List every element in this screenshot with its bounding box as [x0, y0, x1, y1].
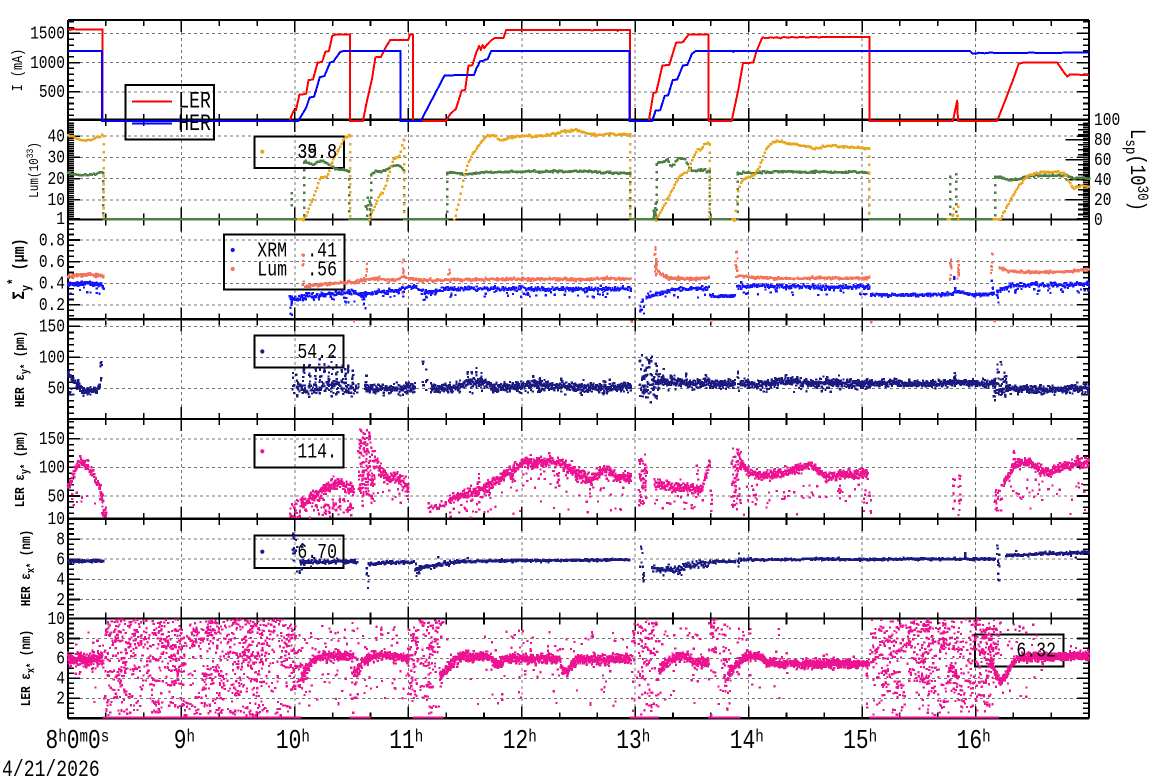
svg-text:114.: 114.	[297, 440, 337, 464]
svg-text:40: 40	[1094, 169, 1111, 190]
svg-text:1000: 1000	[30, 52, 65, 73]
svg-text:30: 30	[48, 147, 65, 168]
svg-text:8h0m0s: 8h0m0s	[46, 727, 110, 757]
svg-text:10h: 10h	[276, 727, 310, 757]
svg-text:12h: 12h	[503, 727, 537, 757]
svg-text:6: 6	[56, 648, 65, 669]
svg-text:50: 50	[48, 486, 65, 507]
svg-text:0: 0	[1094, 209, 1103, 230]
svg-text:100: 100	[1094, 110, 1120, 131]
svg-text:35.8: 35.8	[297, 140, 337, 164]
svg-text:I (mA): I (mA)	[11, 49, 28, 91]
svg-text:54.2: 54.2	[297, 340, 337, 364]
svg-text:13h: 13h	[616, 727, 650, 757]
svg-text:HER εy* (pm): HER εy* (pm)	[13, 331, 31, 407]
svg-text:HER: HER	[178, 112, 211, 138]
svg-text:HER εx* (nm): HER εx* (nm)	[19, 530, 37, 606]
svg-text:4/21/2026: 4/21/2026	[2, 758, 100, 782]
svg-text:.56: .56	[307, 258, 337, 282]
svg-text:8: 8	[56, 529, 65, 550]
svg-text:60: 60	[1094, 149, 1111, 170]
svg-text:150: 150	[39, 316, 65, 337]
svg-text:14h: 14h	[730, 727, 764, 757]
svg-text:XRM: XRM	[257, 239, 287, 263]
svg-text:6.32: 6.32	[1016, 639, 1056, 663]
svg-text:50: 50	[48, 378, 65, 399]
svg-text:39.8: 39.8	[297, 140, 337, 164]
svg-text:LER εx* (nm): LER εx* (nm)	[19, 630, 37, 706]
svg-text:150: 150	[39, 429, 65, 450]
svg-text:10: 10	[48, 509, 65, 530]
svg-text:100: 100	[39, 457, 65, 478]
svg-text:0.6: 0.6	[39, 251, 65, 272]
svg-text:LER εy* (pm): LER εy* (pm)	[13, 431, 31, 507]
svg-text:8: 8	[56, 628, 65, 649]
svg-text:40: 40	[48, 126, 65, 147]
svg-text:80: 80	[1094, 129, 1111, 150]
svg-text:10: 10	[48, 608, 65, 629]
svg-text:11h: 11h	[389, 727, 423, 757]
svg-text:16h: 16h	[957, 727, 991, 757]
svg-text:0.4: 0.4	[39, 273, 65, 294]
svg-text:4: 4	[56, 569, 65, 590]
svg-text:20: 20	[48, 168, 65, 189]
svg-text:2: 2	[56, 688, 65, 709]
svg-text:10: 10	[48, 190, 65, 211]
svg-text:6: 6	[56, 549, 65, 570]
svg-text:0.2: 0.2	[39, 295, 65, 316]
svg-text:4: 4	[56, 668, 65, 689]
svg-text:100: 100	[39, 347, 65, 368]
svg-text:9h: 9h	[174, 727, 195, 757]
svg-text:15h: 15h	[843, 727, 877, 757]
svg-text:0.8: 0.8	[39, 230, 65, 251]
svg-text:20: 20	[1094, 189, 1111, 210]
svg-text:500: 500	[39, 82, 65, 103]
svg-text:.41: .41	[307, 239, 337, 263]
svg-text:2: 2	[56, 589, 65, 610]
svg-text:Lum: Lum	[257, 258, 287, 282]
svg-text:LER: LER	[178, 90, 211, 116]
svg-text:1500: 1500	[30, 23, 65, 44]
svg-text:1: 1	[56, 209, 65, 230]
svg-text:6.70: 6.70	[297, 540, 337, 564]
